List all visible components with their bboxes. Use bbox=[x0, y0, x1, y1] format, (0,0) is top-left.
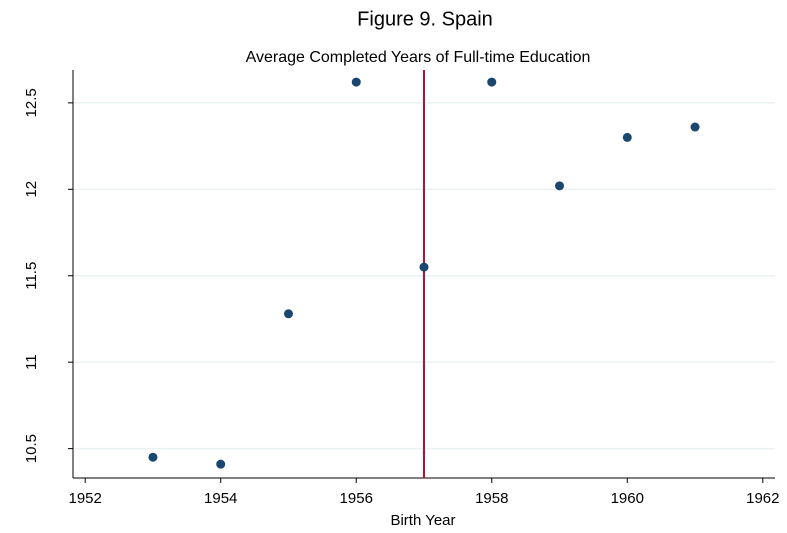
point bbox=[487, 77, 497, 87]
y-tick-label: 10.5 bbox=[23, 434, 40, 463]
point bbox=[690, 122, 700, 132]
x-tick-label: 1962 bbox=[746, 490, 779, 507]
x-tick-label: 1956 bbox=[340, 490, 373, 507]
x-axis-label: Birth Year bbox=[390, 512, 455, 529]
point bbox=[283, 309, 293, 319]
y-tick-labels: 10.5 11 11.5 12 12.5 bbox=[23, 88, 40, 463]
point bbox=[216, 459, 226, 469]
point bbox=[622, 132, 632, 142]
x-tick-label: 1954 bbox=[204, 490, 237, 507]
y-tick-label: 11 bbox=[23, 354, 40, 370]
y-tick-label: 12 bbox=[23, 181, 40, 198]
chart-title: Figure 9. Spain bbox=[357, 8, 493, 30]
chart-subtitle: Average Completed Years of Full-time Edu… bbox=[246, 49, 591, 66]
point bbox=[555, 181, 565, 191]
x-tick-label: 1958 bbox=[475, 490, 508, 507]
y-tick-label: 11.5 bbox=[23, 262, 40, 290]
point bbox=[419, 262, 429, 272]
x-tick-label: 1960 bbox=[611, 490, 644, 507]
point bbox=[148, 452, 158, 462]
y-tick-label: 12.5 bbox=[23, 88, 40, 117]
x-tick-label: 1952 bbox=[69, 490, 102, 507]
point bbox=[351, 77, 361, 87]
